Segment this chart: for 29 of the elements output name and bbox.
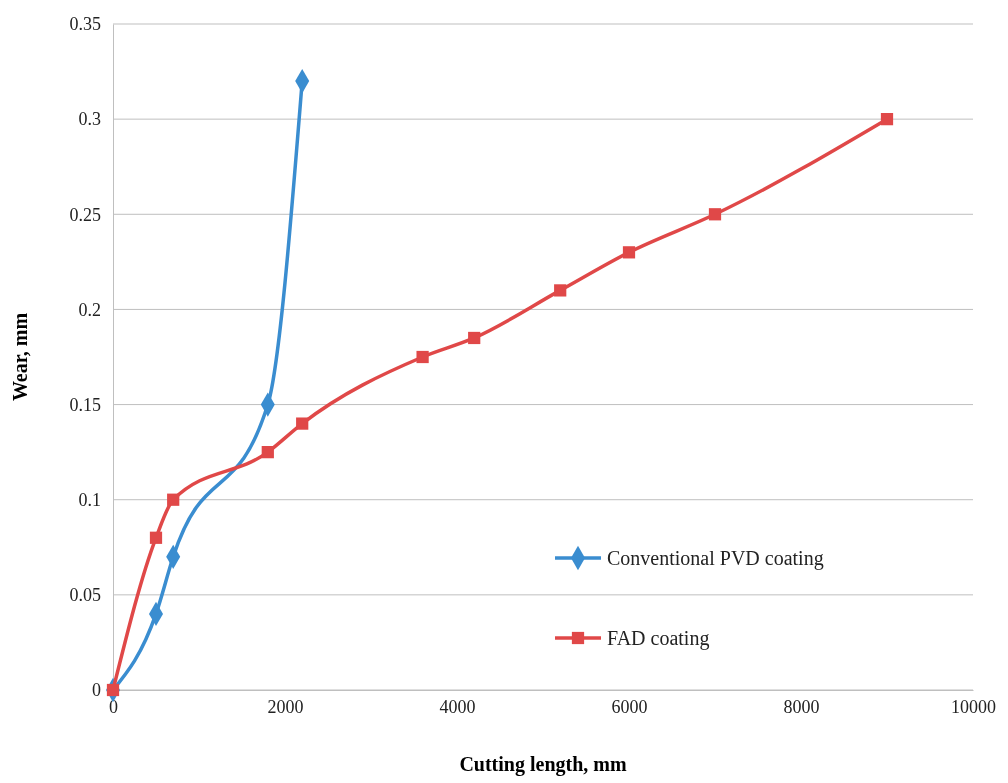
y-tick-label: 0.15: [69, 394, 101, 415]
point: [416, 350, 429, 364]
point: [296, 417, 309, 430]
y-tick-label: 0.2: [78, 299, 101, 320]
y-tick-label: 0.25: [69, 204, 101, 225]
point: [554, 284, 567, 297]
y-tick-label: 0.3: [78, 109, 101, 130]
y-tick-label: 0: [92, 680, 101, 701]
legend-label: Conventional PVD coating: [607, 547, 824, 570]
x-tick-label: 6000: [611, 696, 648, 717]
point: [167, 493, 180, 506]
point: [622, 246, 636, 259]
x-tick-label: 0: [109, 696, 118, 717]
x-tick-label: 8000: [783, 696, 820, 717]
point: [880, 113, 894, 126]
point: [468, 331, 481, 345]
y-tick-label: 0.35: [69, 14, 101, 35]
legend-label: FAD coating: [607, 627, 710, 650]
y-tick-label: 0.05: [69, 585, 101, 606]
y-axis-title: Wear, mm: [9, 312, 31, 402]
point: [261, 446, 274, 459]
x-tick-label: 10000: [951, 696, 996, 717]
point: [149, 531, 163, 544]
y-tick-label: 0.1: [78, 489, 101, 510]
x-axis-title: Cutting length, mm: [459, 753, 627, 776]
x-tick-label: 2000: [267, 696, 304, 717]
x-tick-label: 4000: [439, 696, 476, 717]
point: [708, 208, 722, 221]
point: [106, 683, 120, 697]
